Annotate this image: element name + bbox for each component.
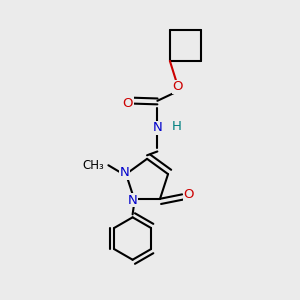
Text: H: H [172,120,182,133]
Text: N: N [120,166,130,179]
Text: O: O [173,80,183,93]
Text: CH₃: CH₃ [82,159,104,172]
Text: N: N [152,122,162,134]
Text: N: N [128,194,137,207]
Text: O: O [123,97,133,110]
Text: O: O [183,188,194,201]
